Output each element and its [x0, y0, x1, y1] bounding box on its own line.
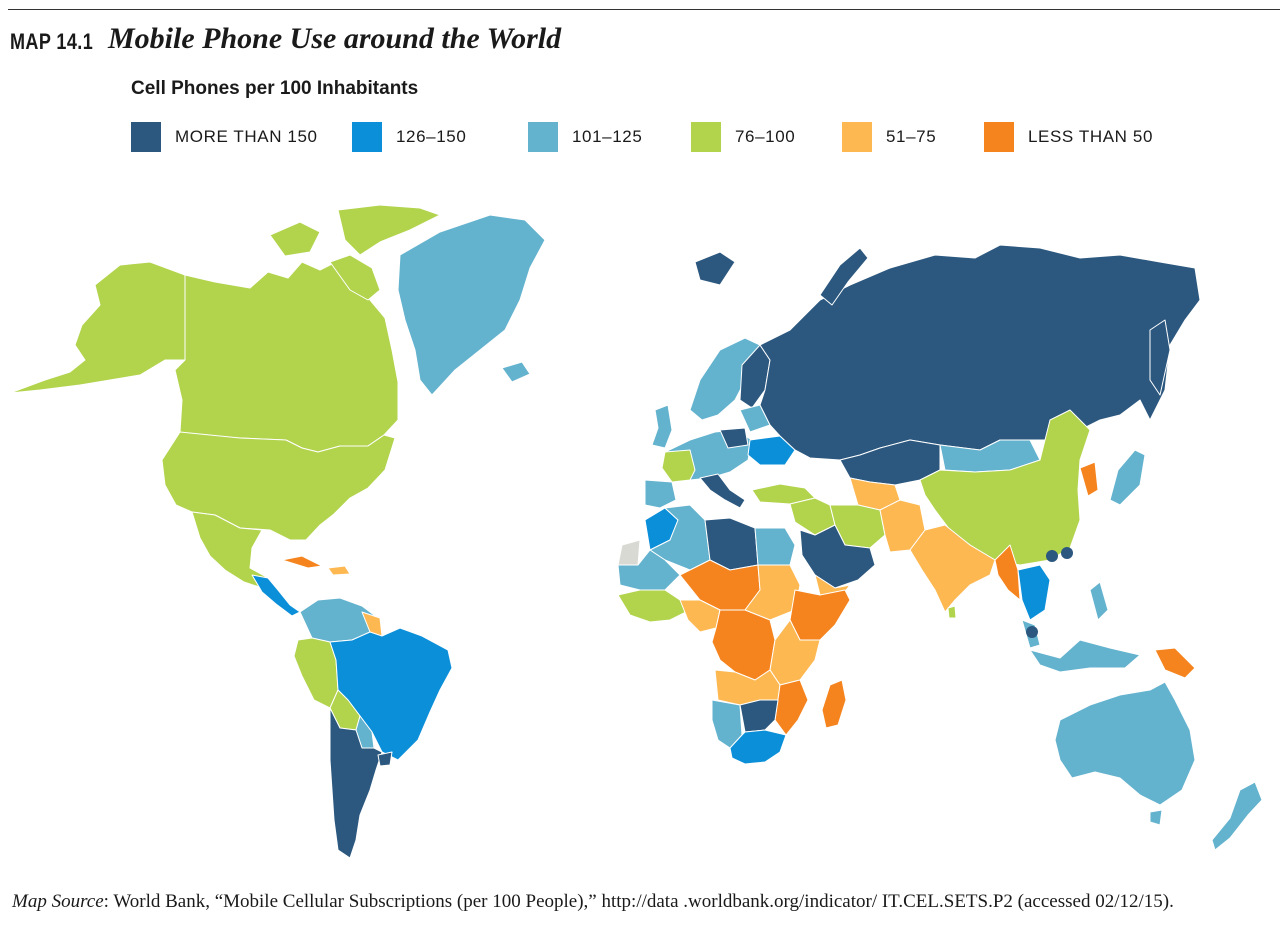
legend-item-more-than-150: MORE THAN 150: [131, 122, 318, 152]
region-hispaniola: [327, 565, 351, 576]
region-southeast-asia: [1017, 564, 1051, 621]
legend-item-51-75: 51–75: [842, 122, 936, 152]
region-alaska: [9, 261, 186, 394]
region-ellesmere: [337, 204, 441, 256]
region-philippines: [1089, 581, 1109, 621]
region-korea: [1079, 461, 1099, 497]
legend: MORE THAN 150 126–150 101–125 76–100 51–…: [131, 122, 1231, 152]
region-argentina-chile: [329, 707, 383, 859]
region-cuba: [281, 555, 323, 569]
region-france: [661, 449, 696, 483]
map-number: MAP 14.1: [10, 29, 94, 54]
region-egypt: [754, 527, 796, 566]
region-saudi-arabia: [799, 524, 876, 589]
legend-label: 126–150: [396, 127, 467, 146]
region-uruguay: [377, 751, 393, 767]
legend-swatch: [528, 122, 558, 152]
legend-swatch: [131, 122, 161, 152]
region-poland: [719, 427, 749, 449]
region-iberia: [644, 479, 677, 509]
map-source-label: Map Source: [12, 891, 104, 912]
region-italy-balkans: [699, 473, 746, 509]
region-sri-lanka: [947, 605, 957, 619]
region-central-africa: [711, 609, 776, 681]
region-west-africa: [617, 589, 691, 623]
region-baffin: [329, 254, 381, 301]
region-novaya-zemlya: [819, 247, 869, 306]
region-western-sahara: [617, 539, 641, 566]
legend-item-76-100: 76–100: [691, 122, 795, 152]
region-macau-dot: [1061, 547, 1073, 559]
top-rule: [8, 9, 1280, 10]
legend-swatch: [691, 122, 721, 152]
region-svalbard: [694, 251, 736, 286]
region-central-america: [251, 574, 301, 617]
region-botswana-zimbabwe: [739, 699, 779, 733]
map-title: Mobile Phone Use around the World: [108, 22, 562, 55]
legend-label: LESS THAN 50: [1028, 127, 1153, 146]
region-russia: [759, 244, 1201, 461]
legend-label: MORE THAN 150: [175, 127, 318, 146]
region-iceland: [501, 361, 531, 383]
legend-item-126-150: 126–150: [352, 122, 466, 152]
region-greenland: [397, 214, 546, 396]
region-singapore-dot: [1026, 626, 1038, 638]
region-japan: [1109, 449, 1146, 506]
region-usa: [161, 431, 396, 541]
region-madagascar: [821, 679, 847, 729]
legend-label: 101–125: [572, 127, 643, 146]
region-uk: [651, 404, 673, 449]
region-mozambique: [774, 679, 809, 736]
region-australia: [1054, 681, 1196, 806]
region-new-zealand: [1211, 781, 1263, 851]
legend-label: 51–75: [886, 127, 937, 146]
map-source: Map Source: World Bank, “Mobile Cellular…: [12, 890, 1272, 914]
legend-item-less-than-50: LESS THAN 50: [984, 122, 1153, 152]
legend-swatch: [842, 122, 872, 152]
legend-title: Cell Phones per 100 Inhabitants: [131, 78, 419, 99]
region-indonesia: [1029, 639, 1141, 673]
world-map: [9, 204, 1263, 859]
region-arctic-islands: [269, 221, 321, 257]
region-ecuador-peru: [293, 637, 339, 709]
map-source-text: : World Bank, “Mobile Cellular Subscript…: [103, 891, 1174, 912]
legend-item-101-125: 101–125: [528, 122, 642, 152]
legend-swatch: [352, 122, 382, 152]
region-hong-kong-dot: [1046, 550, 1058, 562]
region-sakhalin-kamchatka: [1149, 319, 1171, 396]
region-papua-new-guinea: [1154, 647, 1196, 679]
legend-swatch: [984, 122, 1014, 152]
region-algeria: [649, 504, 711, 571]
region-india: [909, 524, 996, 613]
region-ethiopia-somalia: [789, 589, 851, 641]
region-myanmar: [994, 544, 1021, 601]
legend-label: 76–100: [735, 127, 796, 146]
region-tasmania: [1149, 809, 1163, 826]
region-south-africa: [729, 729, 787, 765]
